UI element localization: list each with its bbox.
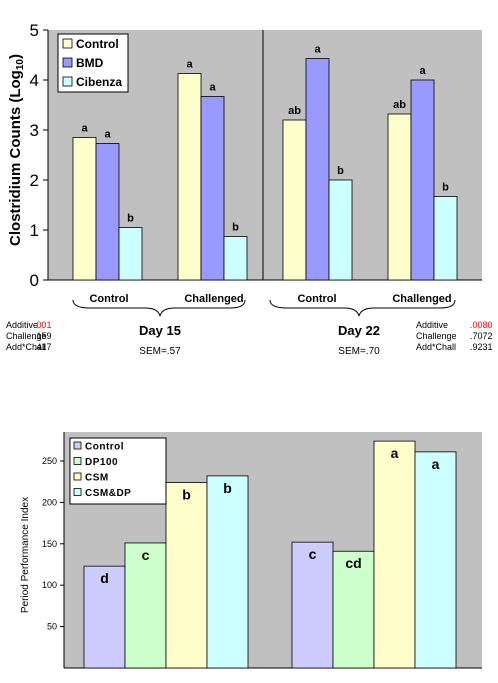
stat-name: Additive <box>416 320 448 330</box>
bar-control-1 <box>177 73 202 281</box>
stat-value: .7072 <box>470 331 493 341</box>
bar-label: ab <box>393 99 406 111</box>
legend-label: BMD <box>76 56 104 70</box>
bar-label: b <box>232 222 239 234</box>
bar-label: a <box>209 82 216 94</box>
stat-value: .0080 <box>470 320 493 330</box>
bar-control-2 <box>282 119 307 281</box>
brace-day22 <box>269 299 456 317</box>
legend-swatch <box>62 76 73 87</box>
stat-value: .159 <box>34 331 52 341</box>
bar-bmd-1 <box>200 96 225 281</box>
bar-label: a <box>81 123 88 135</box>
stat-name: Add*Chall <box>416 342 456 352</box>
bar-cibenza-1 <box>223 236 248 281</box>
y-tick-label: 3 <box>30 121 39 140</box>
stat-name: Challenge <box>6 331 47 341</box>
legend-1: Control BMD Cibenza <box>57 33 129 93</box>
sem-label: SEM=.57 <box>139 346 181 357</box>
bar-cibenza-0 <box>118 227 143 281</box>
y-tick-label: 2 <box>30 171 39 190</box>
stat-value: .001 <box>34 320 52 330</box>
category-label: Challenged <box>392 293 451 305</box>
y-tick-label: 0 <box>30 271 39 290</box>
bar-control-3 <box>387 113 412 281</box>
bar-label: a <box>186 59 193 71</box>
bar-label: a <box>104 129 111 141</box>
stat-value: .417 <box>34 342 52 352</box>
y-tick-label: 4 <box>30 71 39 90</box>
bar-label: b <box>442 182 449 194</box>
group-label: Day 22 <box>338 323 380 338</box>
category-label: Challenged <box>184 293 243 305</box>
legend-swatch <box>62 57 73 68</box>
category-label: Control <box>89 293 128 305</box>
bar-label: ab <box>288 105 301 117</box>
stat-name: Challenge <box>416 331 457 341</box>
bar-cibenza-3 <box>433 196 458 281</box>
y-tick-label: 1 <box>30 221 39 240</box>
legend-label: Cibenza <box>76 75 122 89</box>
bar-control-0 <box>72 137 97 281</box>
legend-swatch <box>62 38 73 49</box>
bar-label: a <box>419 65 426 77</box>
bar-label: b <box>127 213 134 225</box>
category-label: Control <box>297 293 336 305</box>
bar-bmd-3 <box>410 79 435 281</box>
y-tick-label: 5 <box>30 21 39 40</box>
stat-value: .9231 <box>470 342 493 352</box>
bar-bmd-2 <box>305 58 330 281</box>
bar-cibenza-2 <box>328 179 353 281</box>
bar-label: b <box>337 165 344 177</box>
legend-label: Control <box>76 37 119 51</box>
bar-bmd-0 <box>95 143 120 281</box>
bar-label: a <box>314 44 321 56</box>
y-axis-label-1: Clostridium Counts (Log10) <box>7 54 26 246</box>
sem-label: SEM=.70 <box>338 346 380 357</box>
group-label: Day 15 <box>139 323 181 338</box>
stat-name: Add*Chall <box>6 342 46 352</box>
stat-name: Additive <box>6 320 38 330</box>
brace-day15 <box>72 299 246 317</box>
